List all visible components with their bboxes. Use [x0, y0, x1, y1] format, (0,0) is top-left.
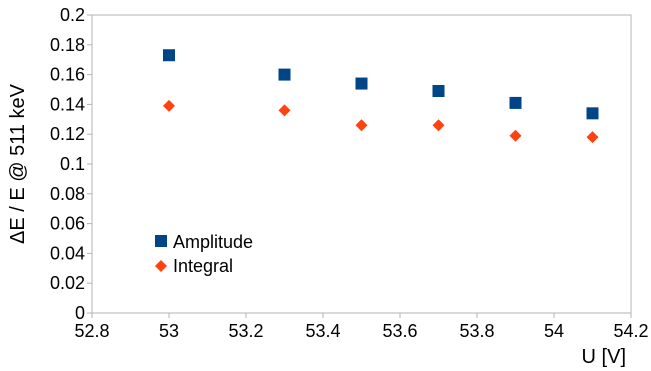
x-tick-label: 53.4 [305, 321, 340, 341]
data-marks [163, 49, 599, 144]
legend-amplitude-marker [155, 235, 167, 247]
y-axis-ticks: 0 0.02 0.04 0.06 0.08 0.1 0.12 0.14 0.16 0.18 0.2 [50, 5, 92, 323]
y-tick-label: 0.18 [50, 35, 85, 55]
y-tick-label: 0.14 [50, 94, 85, 114]
y-tick-label: 0.08 [50, 184, 85, 204]
x-axis-ticks: 52.8 53 53.2 53.4 53.6 53.8 54 54.2 [74, 313, 649, 341]
y-tick-label: 0.06 [50, 214, 85, 234]
data-point-amplitude [163, 49, 175, 62]
legend-amplitude-label: Amplitude [173, 232, 253, 252]
data-point-amplitude [586, 107, 599, 120]
data-point-amplitude [432, 84, 445, 97]
y-tick-label: 0.2 [60, 5, 85, 25]
y-tick-label: 0 [75, 303, 85, 323]
legend-integral-label: Integral [173, 256, 233, 276]
x-tick-label: 53.6 [382, 321, 417, 341]
y-axis-title: ΔE / E @ 511 keV [7, 83, 29, 244]
data-point-integral [163, 99, 175, 112]
y-tick-label: 0.1 [60, 154, 85, 174]
data-point-amplitude [278, 68, 291, 81]
x-tick-label: 53.8 [459, 321, 494, 341]
x-tick-label: 53 [159, 321, 179, 341]
y-tick-label: 0.16 [50, 65, 85, 85]
data-point-amplitude [509, 96, 522, 109]
data-point-integral [509, 129, 522, 142]
x-axis-title: U [V] [582, 346, 626, 368]
data-point-integral [355, 119, 368, 132]
data-point-integral [278, 104, 291, 117]
x-tick-label: 54.2 [613, 321, 648, 341]
data-point-amplitude [355, 77, 368, 90]
y-tick-label: 0.12 [50, 124, 85, 144]
data-point-integral [586, 131, 599, 144]
x-tick-label: 53.2 [228, 321, 263, 341]
x-tick-label: 54 [544, 321, 564, 341]
legend: Amplitude Integral [155, 232, 253, 276]
legend-integral-marker [155, 260, 167, 272]
data-point-integral [432, 119, 445, 132]
y-tick-label: 0.04 [50, 243, 85, 263]
y-tick-label: 0.02 [50, 273, 85, 293]
x-tick-label: 52.8 [74, 321, 109, 341]
